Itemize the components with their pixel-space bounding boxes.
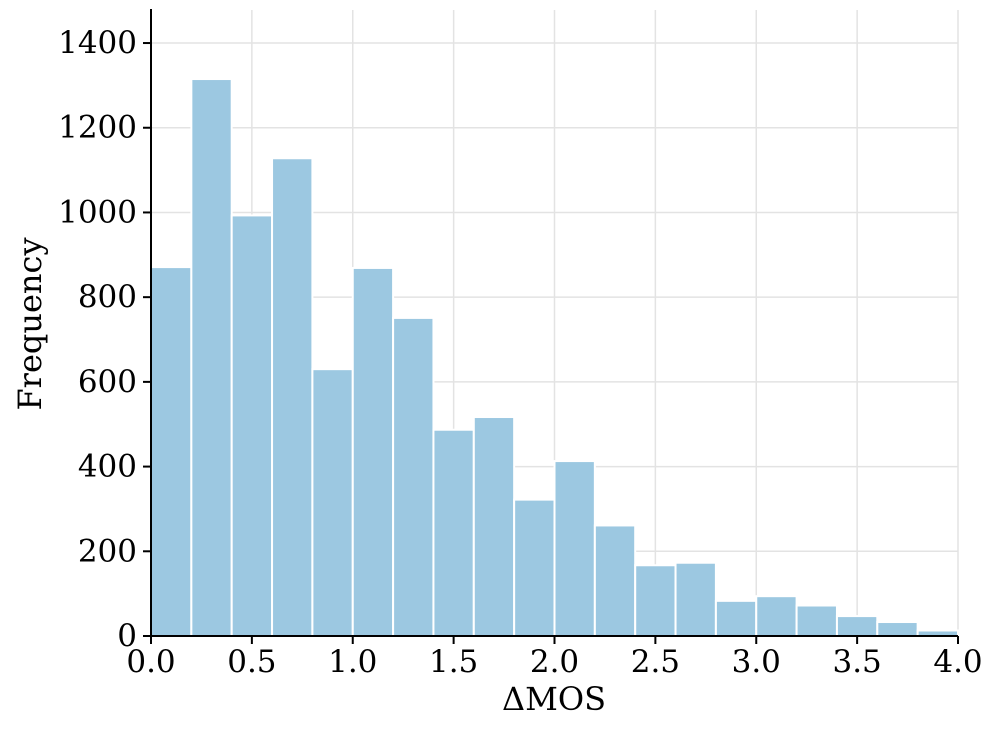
histogram-bar: [150, 266, 193, 637]
x-tick-label: 1.5: [429, 644, 478, 680]
x-tick-label: 4.0: [933, 644, 982, 680]
histogram-bar: [553, 460, 596, 637]
y-axis-label: Frequency: [11, 237, 49, 411]
histogram-bar: [432, 428, 475, 637]
x-tick-label: 3.0: [732, 644, 781, 680]
y-tick-label: 400: [78, 449, 137, 485]
y-tick-label: 1000: [58, 194, 137, 230]
histogram-bar: [311, 368, 354, 637]
x-tick-label: 0.5: [227, 644, 276, 680]
x-tick-label: 1.0: [328, 644, 377, 680]
histogram-bar: [876, 621, 919, 638]
y-tick-label: 200: [78, 533, 137, 569]
y-tick-label: 800: [78, 279, 137, 315]
y-tick-label: 1200: [58, 110, 137, 146]
x-tick-label: 2.5: [631, 644, 680, 680]
histogram-bar: [230, 214, 274, 637]
histogram-bar: [392, 316, 435, 637]
histogram-bar: [513, 498, 556, 637]
histogram-bar: [271, 157, 314, 637]
x-axis-label: ΔMOS: [501, 680, 607, 718]
histogram-bar: [714, 599, 758, 638]
histogram-bar: [795, 604, 838, 638]
histogram-bar: [190, 78, 233, 637]
y-tick-label: 600: [78, 364, 137, 400]
y-tick-label: 1400: [58, 25, 137, 61]
histogram-bar: [835, 615, 879, 638]
x-tick-label: 2.0: [530, 644, 579, 680]
histogram-bar: [634, 564, 677, 638]
histogram-bar: [755, 595, 798, 638]
histogram-bar: [593, 524, 637, 637]
x-tick-label: 0.0: [126, 644, 175, 680]
histogram-bar: [674, 561, 717, 638]
histogram-bar: [472, 416, 516, 637]
x-tick-label: 3.5: [832, 644, 881, 680]
histogram-bar: [351, 266, 395, 637]
y-tick-label: 0: [117, 618, 137, 654]
